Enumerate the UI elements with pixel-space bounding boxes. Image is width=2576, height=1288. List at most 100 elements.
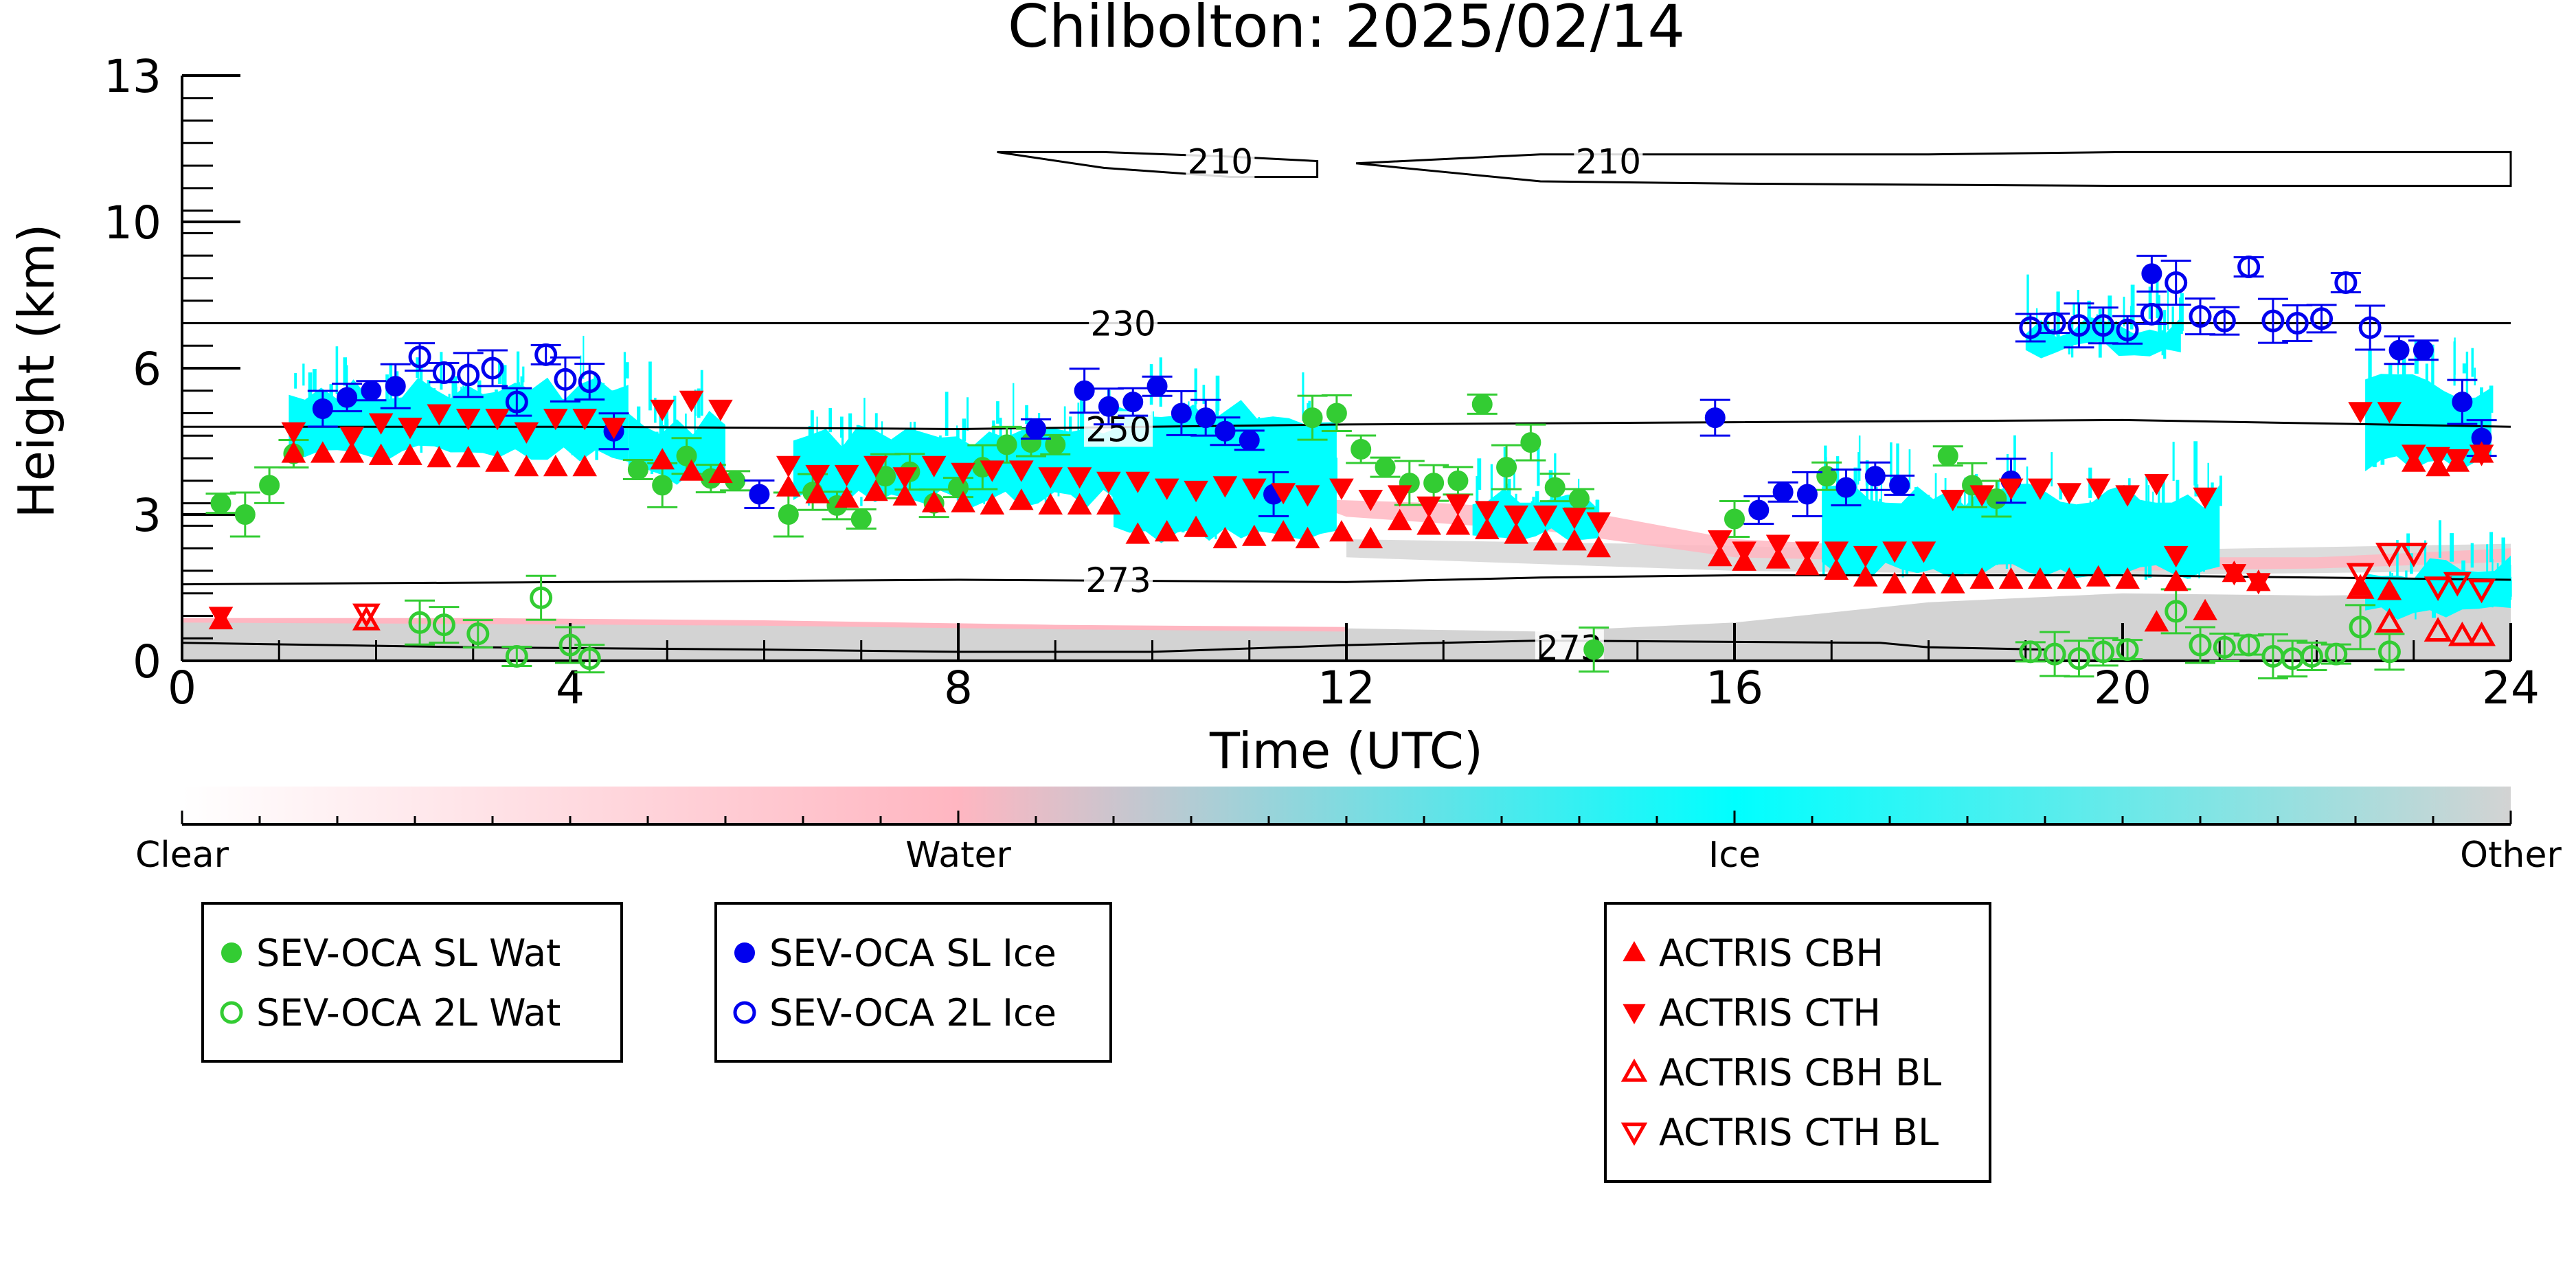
ice-region-1-streak [440, 352, 443, 390]
ice-region-7-streak [2123, 296, 2125, 327]
ice-region-1-streak [346, 365, 348, 398]
data-point [1765, 534, 1791, 556]
ice-region-1-streak [584, 437, 587, 462]
ice-region-3-streak [978, 445, 980, 464]
ice-region-1-streak [294, 373, 297, 389]
y-tick-label: 6 [133, 343, 161, 396]
data-point [1008, 488, 1034, 510]
data-point [408, 346, 431, 369]
ice-region-8-streak [2425, 363, 2428, 390]
data-point [2092, 314, 2115, 337]
data-point [1445, 494, 1471, 516]
colorbar: Clear Water Ice Other [135, 787, 2562, 876]
ice-region-8-streak [2489, 385, 2494, 413]
data-point [554, 368, 577, 391]
data-point [1533, 505, 1558, 528]
ice-region-5-streak [1566, 521, 1569, 539]
data-point [2375, 608, 2404, 633]
ice-region-9-streak [2502, 557, 2504, 582]
data-point [1911, 572, 1936, 594]
contour-273 [181, 574, 2511, 586]
ice-region-1-streak [482, 396, 486, 416]
ice-region-8-streak [2402, 348, 2406, 387]
ice-region-6-streak [2059, 539, 2063, 550]
ice-region-8-streak [2439, 392, 2442, 407]
data-point [2043, 642, 2066, 666]
data-point [505, 644, 528, 668]
ice-region-6-streak [1976, 532, 1980, 575]
ice-region-5-streak [1477, 458, 1482, 490]
ice-region-7-streak [2050, 328, 2055, 345]
ice-region-9-streak [2508, 565, 2511, 589]
ice-region-8-area [2365, 374, 2492, 472]
data-markers [205, 254, 2497, 679]
series-actris-cth [208, 390, 2494, 629]
data-point [1241, 524, 1267, 546]
ice-region-1-streak [611, 390, 615, 407]
data-point [1067, 467, 1092, 489]
data-point [1038, 493, 1063, 515]
ice-region-1-streak [583, 335, 585, 379]
data-point [2325, 642, 2348, 666]
data-point [2019, 316, 2042, 339]
ice-region-3-streak [1025, 405, 1028, 425]
ice-region-3-streak [992, 420, 995, 464]
ice-region-2-streak [654, 398, 657, 423]
ice-region-6-streak [2133, 509, 2137, 542]
colorbar-label-ice: Ice [1708, 835, 1761, 876]
legend-marker [1620, 1122, 1648, 1146]
contour-210-right [1355, 150, 2512, 188]
x-tick-label: 20 [2094, 662, 2151, 714]
ice-region-3-streak [808, 426, 812, 455]
ice-region-4-streak [1183, 511, 1186, 532]
data-point [708, 399, 733, 422]
ice-region-5-streak [1532, 497, 1535, 523]
ice-region-1-streak [451, 372, 454, 409]
data-point [1329, 520, 1354, 542]
data-point [1096, 493, 1121, 515]
x-axis-label: Time (UTC) [1209, 722, 1483, 780]
data-point [1387, 485, 1412, 507]
ice-region-6-streak [1822, 470, 1826, 517]
data-point [1067, 493, 1092, 515]
ice-region-6-streak [1901, 549, 1904, 578]
ice-region-3-streak [1094, 429, 1096, 479]
ice-region-8-streak [2469, 419, 2473, 451]
ice-region-4-streak [1206, 420, 1208, 446]
data-point [543, 455, 568, 477]
data-point [2448, 621, 2476, 646]
ice-region-2-streak [642, 427, 646, 475]
ice-region-6-streak [1853, 467, 1857, 496]
ice-region-9-streak [2450, 533, 2454, 562]
ice-region-6-streak [2089, 500, 2091, 517]
ice-region-6-streak [1905, 533, 1909, 574]
y-tick-label: 0 [133, 635, 161, 688]
ice-region-4-streak [1182, 424, 1185, 469]
data-point [1271, 520, 1296, 542]
ice-region-3-streak [1109, 444, 1111, 487]
ice-region-5-streak [1557, 490, 1561, 523]
ice-region-6-streak [2207, 462, 2209, 489]
data-point [310, 441, 335, 463]
ice-region-4-streak [1330, 450, 1333, 470]
ice-region-6-streak [1955, 523, 1958, 562]
data-point [2222, 564, 2247, 586]
data-point [1154, 478, 1179, 500]
ice-region-6-streak [1824, 445, 1827, 484]
data-point [455, 409, 481, 431]
ice-region-9-area [2365, 555, 2511, 620]
ice-region-3-streak [856, 425, 859, 457]
legend-label: SEV-OCA SL Wat [256, 931, 561, 975]
contour-label-273-bg [1084, 562, 1153, 598]
data-point [679, 390, 704, 413]
ice-region-2-streak [648, 361, 652, 411]
data-point [2086, 565, 2111, 587]
data-point [1704, 407, 1726, 429]
ice-region-3-streak [958, 428, 960, 477]
ice-region-7-streak [2161, 330, 2165, 356]
ice-region-6-streak [2219, 475, 2222, 506]
data-point [1889, 475, 1910, 496]
data-point [2246, 573, 2271, 595]
data-point [1184, 480, 1208, 503]
ice-region-1-streak [435, 424, 437, 436]
